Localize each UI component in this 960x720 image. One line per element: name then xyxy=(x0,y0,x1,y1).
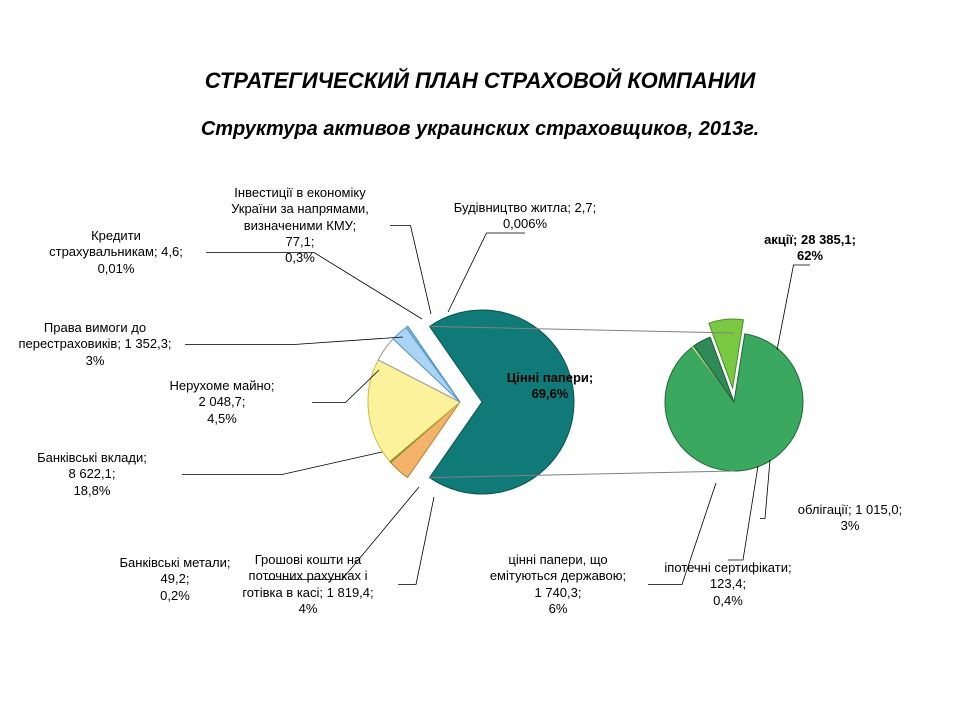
leader-shares xyxy=(777,265,810,350)
leader-reinsurer_rights xyxy=(185,337,403,345)
label-bonds: облігації; 1 015,0;3% xyxy=(760,502,940,535)
label-reinsurer_rights: Права вимоги доперестраховиків; 1 352,3;… xyxy=(5,320,185,369)
leader-housing xyxy=(448,233,525,312)
leader-mortgage xyxy=(728,466,758,560)
label-bank_deposits: Банківські вклади;8 622,1;18,8% xyxy=(2,450,182,499)
label-shares: акції; 28 385,1;62% xyxy=(720,232,900,265)
leader-cash xyxy=(398,497,434,585)
leader-bank_deposits xyxy=(182,452,382,475)
leader-investments xyxy=(390,226,431,315)
label-investments: Інвестиції в економікуУкраїни за напряма… xyxy=(210,185,390,266)
label-mortgage: іпотечні сертифікати;123,4;0,4% xyxy=(638,560,818,609)
label-real_estate: Нерухоме майно;2 048,7;4,5% xyxy=(132,378,312,427)
label-securities: Цінні папери;69,6% xyxy=(460,370,640,403)
label-housing: Будівництво житла; 2,7;0,006% xyxy=(435,200,615,233)
label-loans_to_ins: Кредитистрахувальникам; 4,6;0,01% xyxy=(26,228,206,277)
label-gov_sec: цінні папери, щоемітуються державою;1 74… xyxy=(468,552,648,617)
label-bank_metals: Банківські метали;49,2;0,2% xyxy=(85,555,265,604)
